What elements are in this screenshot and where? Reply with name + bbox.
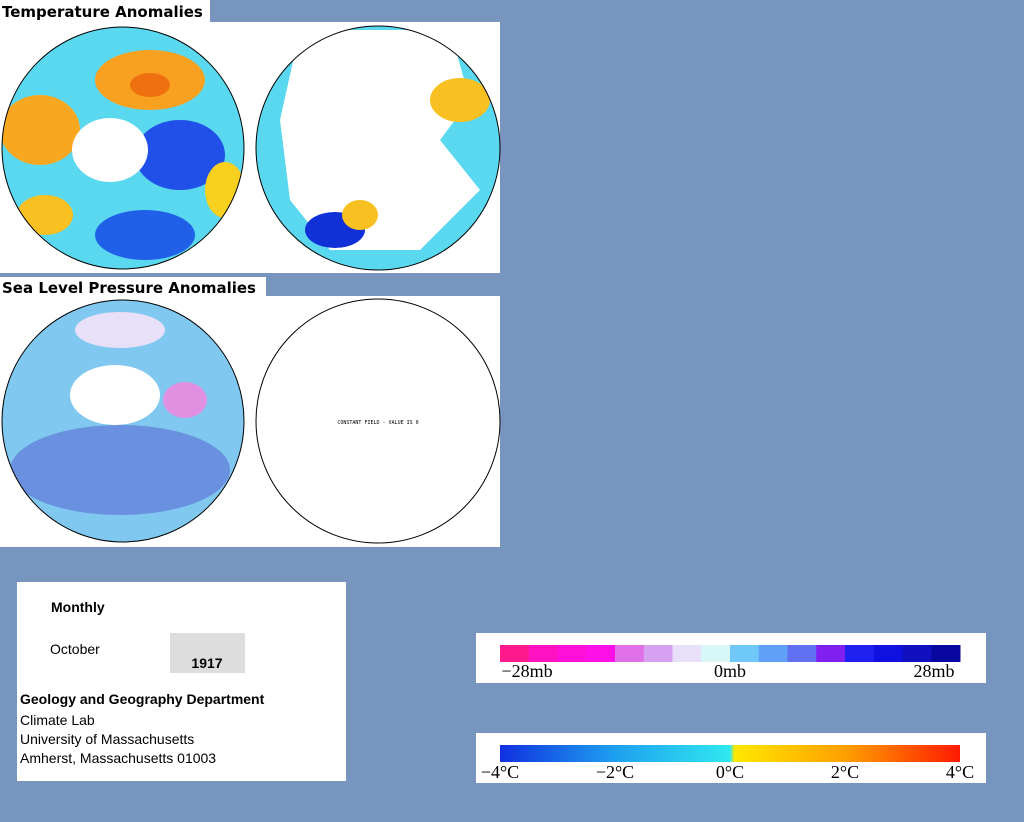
color-swatch	[902, 645, 932, 662]
globe-outline	[1, 299, 245, 543]
legend-label: 0°C	[716, 762, 744, 782]
color-swatch	[586, 645, 616, 662]
color-swatch	[615, 645, 645, 662]
globe-outline	[1, 26, 245, 270]
color-swatch	[816, 645, 846, 662]
info-line: University of Massachusetts	[20, 731, 194, 747]
department: Geology and Geography Department	[20, 691, 265, 707]
color-swatch	[758, 645, 788, 662]
legend-label: −2°C	[596, 762, 634, 782]
pressure-colorbar	[500, 645, 961, 662]
color-swatch	[643, 645, 673, 662]
year-box	[170, 633, 245, 673]
color-swatch	[787, 645, 817, 662]
panel-title: Temperature Anomalies	[2, 3, 203, 21]
pressure-map-north	[2, 300, 244, 542]
legend-label: 28mb	[913, 661, 954, 681]
color-swatch	[701, 645, 731, 662]
map-note: CONSTANT FIELD - VALUE IS 0	[337, 420, 418, 426]
info-line: Amherst, Massachusetts 01003	[20, 750, 216, 766]
temperature-map-south	[256, 26, 500, 270]
temperature-map-north	[2, 27, 244, 269]
color-swatch	[528, 645, 558, 662]
color-swatch	[845, 645, 875, 662]
color-swatch	[500, 645, 530, 662]
title-bar	[0, 277, 266, 296]
info-line: Climate Lab	[20, 712, 95, 728]
title-bar	[0, 0, 210, 22]
legend-label: 2°C	[831, 762, 859, 782]
color-swatch	[557, 645, 587, 662]
panel-title: Sea Level Pressure Anomalies	[2, 279, 256, 297]
temperature-colorbar	[500, 745, 960, 762]
legend-label: 4°C	[946, 762, 974, 782]
color-swatch	[730, 645, 760, 662]
frequency: Monthly	[51, 599, 105, 615]
legend-label: −4°C	[481, 762, 519, 782]
color-swatch	[672, 645, 702, 662]
globe-outline	[255, 25, 501, 271]
legend-label: −28mb	[501, 661, 552, 681]
color-swatch	[873, 645, 903, 662]
color-swatch	[931, 645, 961, 662]
globe-outline	[255, 298, 501, 544]
info-box	[17, 582, 346, 781]
year: 1917	[191, 655, 222, 671]
month: October	[50, 641, 100, 657]
legend-label: 0mb	[714, 661, 746, 681]
